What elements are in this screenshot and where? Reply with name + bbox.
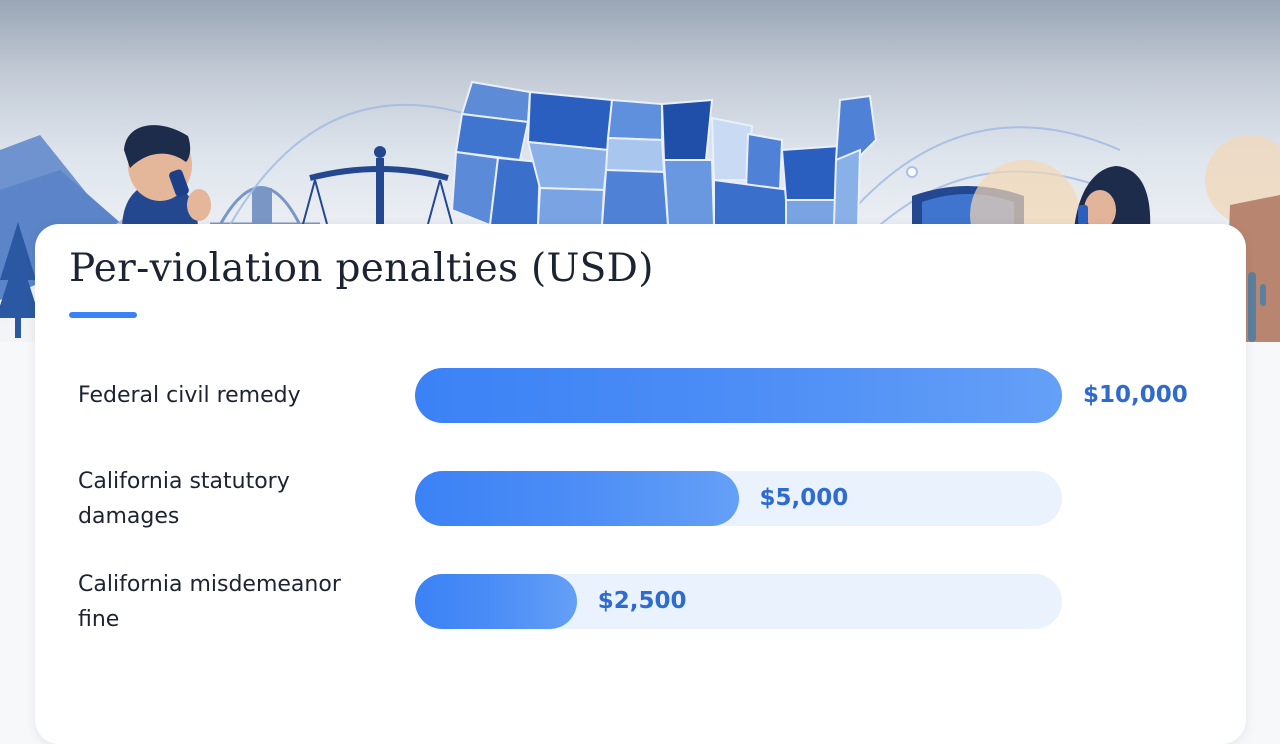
bar-value-label: $2,500	[597, 588, 687, 614]
bar	[415, 368, 1062, 423]
title-accent-bar	[69, 312, 137, 318]
us-map	[450, 80, 878, 227]
bar	[415, 471, 739, 526]
bar-track	[415, 368, 1062, 423]
bar-value-label: $5,000	[759, 485, 849, 511]
chart-card: Per-violation penalties (USD) Federal ci…	[35, 224, 1246, 744]
category-label: California misdemeanor fine	[78, 572, 341, 632]
category-label: Federal civil remedy	[78, 383, 301, 408]
person-on-phone-left	[122, 125, 211, 230]
bar	[415, 574, 577, 629]
scales-of-justice-icon	[302, 146, 453, 226]
person-on-phone-right	[1074, 166, 1151, 230]
network-arcs	[229, 103, 1121, 226]
bar-track	[415, 471, 1062, 526]
pine-tree	[0, 222, 40, 338]
chart-title: Per-violation penalties (USD)	[69, 246, 654, 291]
category-label: California statutory damages	[78, 469, 290, 529]
bar-value-label: $10,000	[1083, 382, 1188, 408]
bar-track	[415, 574, 1062, 629]
